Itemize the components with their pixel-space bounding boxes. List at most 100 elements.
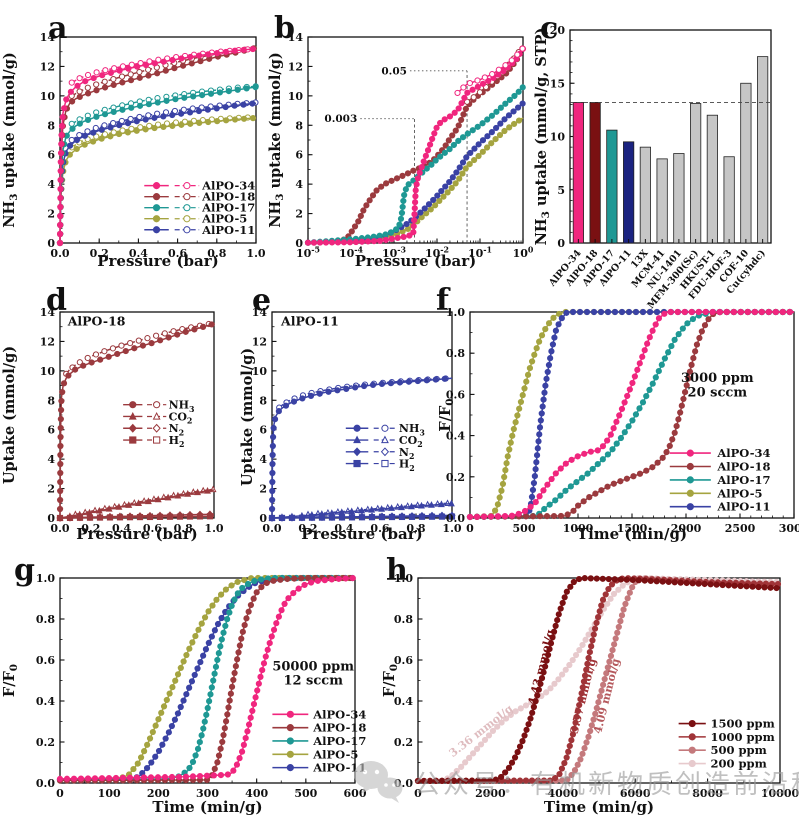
- svg-text:0.2: 0.2: [394, 736, 413, 749]
- svg-text:0.2: 0.2: [81, 522, 100, 535]
- svg-text:1000: 1000: [563, 522, 594, 535]
- svg-text:AlPO-17: AlPO-17: [201, 201, 255, 215]
- series-h₂: [56, 513, 215, 522]
- panel-d-label: d: [46, 283, 67, 318]
- svg-text:Pressure (bar): Pressure (bar): [355, 252, 477, 270]
- svg-text:0.4: 0.4: [394, 695, 413, 708]
- svg-text:1.0: 1.0: [36, 572, 55, 585]
- svg-text:AlPO-11: AlPO-11: [716, 500, 770, 514]
- panel-f-chart: 0.0 0.2 0.4 0.6 0.8 1.0 F/F0 0 500 1000 1500 2000 25…: [437, 306, 799, 543]
- svg-text:15: 15: [550, 77, 565, 90]
- svg-text:H2: H2: [399, 458, 415, 473]
- svg-text:1.0: 1.0: [246, 247, 265, 260]
- svg-text:0.6: 0.6: [446, 388, 465, 401]
- series-alpo-17: [304, 84, 526, 246]
- svg-text:F/F0: F/F0: [1, 664, 20, 697]
- svg-text:Time (min/g): Time (min/g): [577, 525, 687, 543]
- svg-text:AlPO-18: AlPO-18: [67, 314, 126, 329]
- svg-text:500: 500: [294, 787, 317, 800]
- svg-text:0.2: 0.2: [90, 247, 109, 260]
- svg-text:0.05: 0.05: [381, 65, 407, 77]
- svg-text:Pressure (bar): Pressure (bar): [97, 252, 219, 270]
- panel-e-chart: 0 2 4 6 8 10 12 14 Uptake (mmol/g) 0.0 0.2 0.4 0.6 0.…: [239, 306, 462, 543]
- svg-text:0.0: 0.0: [446, 512, 465, 525]
- svg-text:0.6: 0.6: [36, 654, 55, 667]
- svg-text:AlPO-34: AlPO-34: [201, 179, 255, 193]
- svg-text:Pressure (bar): Pressure (bar): [301, 525, 423, 543]
- svg-text:12: 12: [252, 335, 267, 348]
- svg-text:0.2: 0.2: [36, 736, 55, 749]
- svg-text:AlPO-5: AlPO-5: [312, 747, 358, 761]
- svg-text:6: 6: [259, 424, 267, 437]
- svg-text:500: 500: [513, 522, 536, 535]
- svg-text:4000: 4000: [547, 787, 578, 800]
- svg-text:0.8: 0.8: [394, 613, 413, 626]
- series-alpo-34-adsorption: [56, 45, 257, 247]
- svg-text:0.0: 0.0: [394, 777, 413, 790]
- svg-text:10-4: 10-4: [339, 245, 364, 260]
- svg-text:400: 400: [245, 787, 268, 800]
- svg-text:0.8: 0.8: [174, 522, 193, 535]
- svg-text:10-2: 10-2: [425, 245, 449, 260]
- svg-text:0.6: 0.6: [168, 247, 187, 260]
- svg-text:F/F0: F/F0: [381, 664, 400, 697]
- svg-text:100: 100: [513, 245, 534, 260]
- svg-text:NH3 uptake (mmol/g): NH3 uptake (mmol/g): [267, 52, 286, 227]
- svg-text:8: 8: [295, 119, 303, 132]
- svg-text:0: 0: [47, 512, 55, 525]
- series-nh₃-desorption: [63, 320, 215, 377]
- series-1500-ppm: [414, 575, 781, 785]
- svg-text:1000 ppm: 1000 ppm: [710, 730, 774, 744]
- svg-text:200: 200: [147, 787, 170, 800]
- series-nh₃-adsorption: [56, 321, 215, 522]
- svg-text:0: 0: [47, 237, 55, 250]
- svg-text:AlPO-34: AlPO-34: [312, 707, 366, 721]
- svg-text:AlPO-5: AlPO-5: [716, 486, 762, 500]
- svg-text:10: 10: [550, 131, 566, 144]
- svg-text:N2: N2: [399, 446, 415, 461]
- svg-text:0: 0: [295, 237, 303, 250]
- svg-text:14: 14: [40, 31, 56, 44]
- svg-text:AlPO-34: AlPO-34: [716, 446, 770, 460]
- svg-text:NH3 uptake (mmol/g): NH3 uptake (mmol/g): [1, 52, 20, 227]
- svg-text:0.0: 0.0: [262, 522, 281, 535]
- svg-text:0.003: 0.003: [324, 113, 357, 125]
- svg-text:2: 2: [47, 483, 55, 496]
- svg-text:AlPO-18: AlPO-18: [716, 460, 770, 474]
- svg-text:500 ppm: 500 ppm: [710, 743, 766, 757]
- svg-text:10-1: 10-1: [468, 245, 492, 260]
- svg-text:0: 0: [259, 512, 267, 525]
- svg-text:14: 14: [252, 306, 268, 319]
- svg-text:3000: 3000: [779, 522, 799, 535]
- svg-text:4: 4: [47, 178, 55, 191]
- svg-text:4: 4: [295, 178, 303, 191]
- svg-text:8: 8: [47, 119, 55, 132]
- svg-text:12: 12: [40, 335, 55, 348]
- svg-text:14: 14: [288, 31, 304, 44]
- svg-text:H2: H2: [169, 434, 185, 449]
- svg-text:Pressure (bar): Pressure (bar): [76, 525, 198, 543]
- svg-text:8000: 8000: [692, 787, 723, 800]
- svg-text:2: 2: [259, 483, 267, 496]
- svg-text:AlPO-11: AlPO-11: [312, 761, 366, 775]
- svg-text:50000 ppm: 50000 ppm: [272, 659, 354, 674]
- svg-text:10: 10: [288, 90, 304, 103]
- svg-text:1.0: 1.0: [204, 522, 223, 535]
- svg-text:AlPO-5: AlPO-5: [201, 212, 247, 226]
- svg-text:Time (min/g): Time (min/g): [152, 798, 262, 816]
- svg-text:0.2: 0.2: [446, 471, 465, 484]
- svg-text:12: 12: [288, 60, 303, 73]
- panel-e-label: e: [252, 283, 272, 318]
- svg-text:CO2: CO2: [169, 410, 193, 425]
- svg-text:Time (min/g): Time (min/g): [544, 798, 654, 816]
- svg-text:10-5: 10-5: [296, 245, 320, 260]
- svg-text:20: 20: [550, 24, 566, 37]
- panel-g-label: g: [14, 553, 35, 588]
- svg-text:0.2: 0.2: [298, 522, 317, 535]
- svg-text:0.8: 0.8: [207, 247, 226, 260]
- panel-a-chart: 0 2 4 6 8 10 12 14 NH3 uptake (mmol/g) 0.0 0.2 0.4 0…: [1, 31, 266, 270]
- panel-d-chart: 0 2 4 6 8 10 12 14 Uptake (mmol/g) 0.0 0.2 0.4 0.6 0.…: [1, 306, 224, 543]
- svg-text:6: 6: [295, 149, 303, 162]
- svg-text:8: 8: [259, 394, 267, 407]
